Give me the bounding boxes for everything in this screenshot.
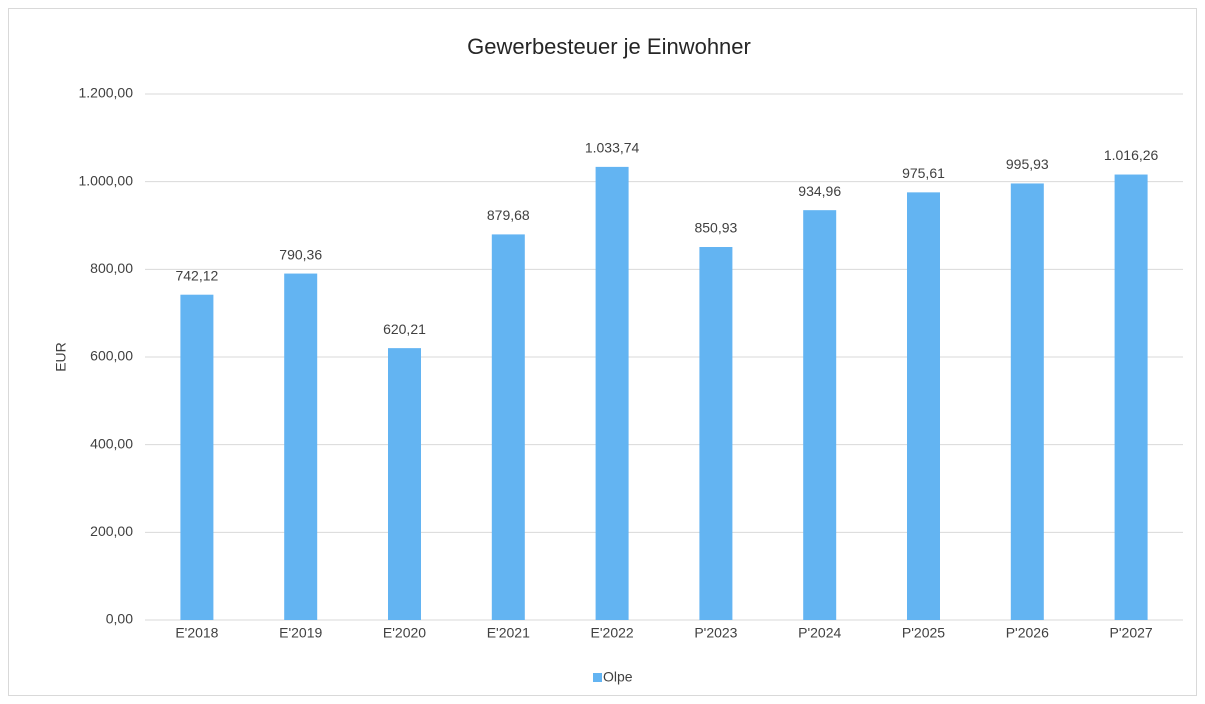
legend-label: Olpe — [603, 669, 633, 685]
bar — [1010, 183, 1044, 620]
x-tick-label: P'2025 — [902, 625, 945, 641]
data-label: 620,21 — [383, 321, 426, 337]
x-tick-label: P'2027 — [1110, 625, 1153, 641]
bar — [595, 166, 629, 620]
y-tick-label: 1.000,00 — [79, 172, 134, 188]
data-label: 975,61 — [902, 165, 945, 181]
x-tick-label: P'2026 — [1006, 625, 1049, 641]
y-tick-label: 400,00 — [90, 435, 133, 451]
x-tick-label: P'2024 — [798, 625, 841, 641]
y-tick-label: 1.200,00 — [79, 85, 134, 101]
chart-title: Gewerbesteuer je Einwohner — [467, 34, 751, 59]
data-label: 1.016,26 — [1104, 147, 1159, 163]
bar — [388, 348, 421, 620]
x-tick-label: E'2020 — [383, 625, 426, 641]
data-label: 1.033,74 — [585, 140, 640, 156]
legend-swatch — [593, 673, 602, 682]
bar — [907, 192, 940, 621]
data-label: 790,36 — [279, 246, 322, 262]
y-tick-label: 600,00 — [90, 348, 133, 364]
bar — [180, 294, 214, 620]
y-tick-label: 0,00 — [106, 611, 133, 627]
x-tick-label: P'2023 — [694, 625, 737, 641]
data-label: 742,12 — [175, 267, 218, 283]
x-tick-label: E'2018 — [175, 625, 218, 641]
bar — [284, 273, 318, 620]
bar — [803, 210, 837, 620]
data-label: 879,68 — [487, 207, 530, 223]
y-tick-label: 200,00 — [90, 523, 133, 539]
x-tick-label: E'2021 — [487, 625, 530, 641]
x-tick-label: E'2019 — [279, 625, 322, 641]
y-axis-label: EUR — [53, 342, 69, 372]
bar — [1114, 174, 1148, 620]
x-tick-label: E'2022 — [591, 625, 634, 641]
bar — [699, 247, 733, 620]
y-tick-label: 800,00 — [90, 260, 133, 276]
bar — [491, 234, 525, 621]
data-label: 850,93 — [694, 220, 737, 236]
data-label: 995,93 — [1006, 156, 1049, 172]
data-label: 934,96 — [798, 183, 841, 199]
